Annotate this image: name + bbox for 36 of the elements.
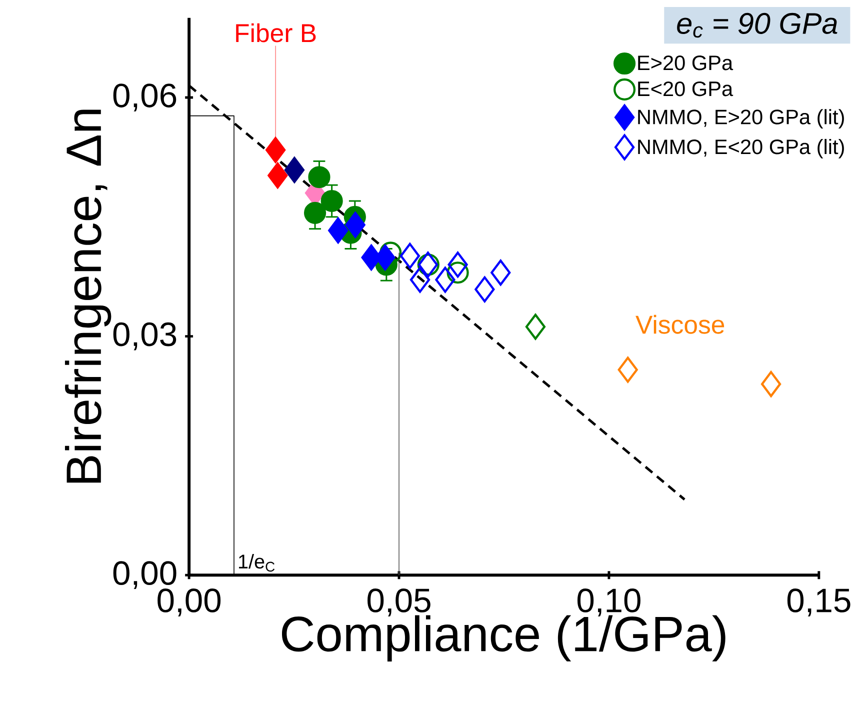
x-tick-label: 0,05 bbox=[368, 588, 430, 616]
annotation: Viscose bbox=[636, 314, 724, 334]
point bbox=[525, 314, 546, 340]
point bbox=[266, 136, 286, 163]
annotation: 1/e$_{C}$ bbox=[238, 554, 275, 572]
point bbox=[328, 217, 348, 244]
legend-label: NMMO, E>20 GPa (lit) bbox=[638, 108, 844, 128]
point bbox=[618, 356, 638, 383]
point bbox=[474, 276, 495, 302]
y-tick-label: 0,00 bbox=[113, 560, 176, 589]
y-tick-label: 0,06 bbox=[113, 83, 176, 112]
legend-label: E<20 GPa bbox=[638, 81, 734, 96]
point bbox=[304, 202, 326, 224]
point bbox=[760, 370, 782, 397]
legend-label: E>20 GPa bbox=[638, 55, 734, 70]
point bbox=[400, 242, 420, 269]
point bbox=[308, 166, 330, 188]
point bbox=[380, 241, 402, 264]
y-tick-label: 0,03 bbox=[113, 322, 176, 350]
x-tick-label: 0,00 bbox=[158, 588, 221, 616]
x-tick-label: 0,15 bbox=[787, 588, 850, 616]
point bbox=[448, 251, 468, 278]
x-axis-title: Compliance (1/GPa) bbox=[282, 615, 726, 662]
point bbox=[435, 266, 456, 293]
point bbox=[446, 261, 469, 284]
point bbox=[284, 156, 304, 183]
point bbox=[345, 212, 366, 238]
point bbox=[410, 266, 430, 293]
point bbox=[268, 162, 288, 188]
annotation: Fiber B bbox=[236, 23, 316, 42]
point bbox=[490, 259, 511, 286]
annotation: e$_{c}$ = 90 GPa bbox=[677, 12, 838, 38]
x-tick-label: 0,10 bbox=[577, 588, 640, 616]
legend-label: NMMO, E<20 GPa (lit) bbox=[638, 138, 844, 158]
y-axis-title: Birefringence, Δn bbox=[64, 109, 112, 482]
point bbox=[320, 190, 343, 212]
